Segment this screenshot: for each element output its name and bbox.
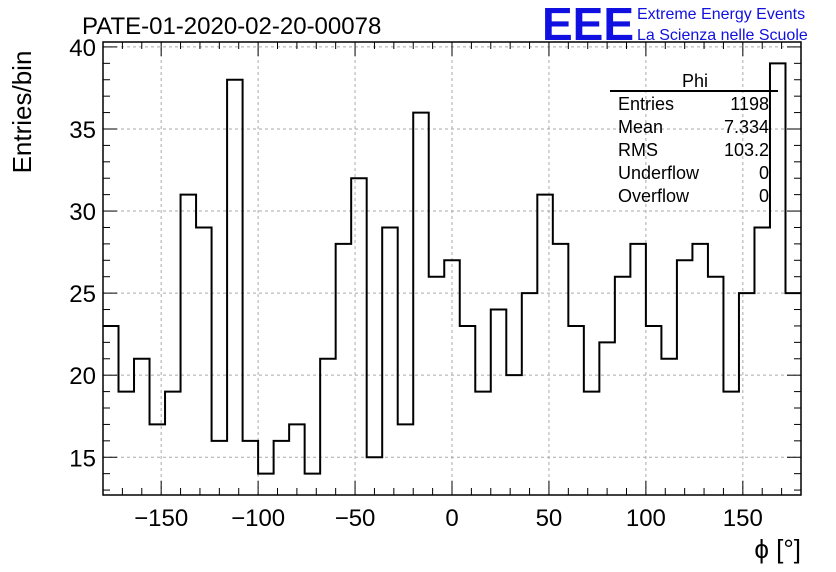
stats-value: 1198 [730, 94, 769, 114]
y-tick-label: 15 [69, 445, 96, 472]
y-tick-label: 35 [69, 117, 96, 144]
y-tick-label: 30 [69, 199, 96, 226]
stats-value: 0 [759, 186, 769, 206]
x-tick-label: 50 [536, 505, 563, 532]
stats-label: Overflow [618, 186, 690, 206]
logo-line-2: La Scienza nelle Scuole [637, 27, 808, 44]
stats-label: Mean [618, 117, 663, 137]
grid-lines [103, 42, 801, 495]
x-tick-label: 0 [445, 505, 458, 532]
x-axis-label: ϕ [°] [754, 534, 801, 564]
y-tick-label: 20 [69, 363, 96, 390]
axis-ticks [102, 42, 802, 495]
x-tick-label: 150 [723, 505, 763, 532]
stats-value: 7.334 [724, 117, 769, 137]
logo-line-1: Extreme Energy Events [637, 6, 805, 23]
y-tick-label: 25 [69, 281, 96, 308]
stats-box: Phi Entries 1198 Mean 7.334 RMS 103.2 Un… [610, 71, 778, 206]
histogram-series [103, 62, 801, 475]
x-tick-label: −50 [335, 505, 376, 532]
stats-value: 0 [759, 163, 769, 183]
stats-title: Phi [682, 71, 708, 91]
eee-logo: EEE [542, 0, 634, 50]
chart-title: PATE-01-2020-02-20-00078 [82, 13, 381, 40]
stats-label: Entries [618, 94, 674, 114]
stats-label: Underflow [618, 163, 700, 183]
x-tick-label: −150 [134, 505, 188, 532]
y-tick-label: 40 [69, 35, 96, 62]
stats-value: 103.2 [724, 140, 769, 160]
x-tick-label: −100 [231, 505, 285, 532]
y-axis-label: Entries/bin [7, 51, 37, 174]
tick-labels: −150 −100 −50 0 50 100 150 15 20 25 30 35 40 [69, 35, 763, 532]
x-tick-label: 100 [626, 505, 666, 532]
stats-label: RMS [618, 140, 658, 160]
